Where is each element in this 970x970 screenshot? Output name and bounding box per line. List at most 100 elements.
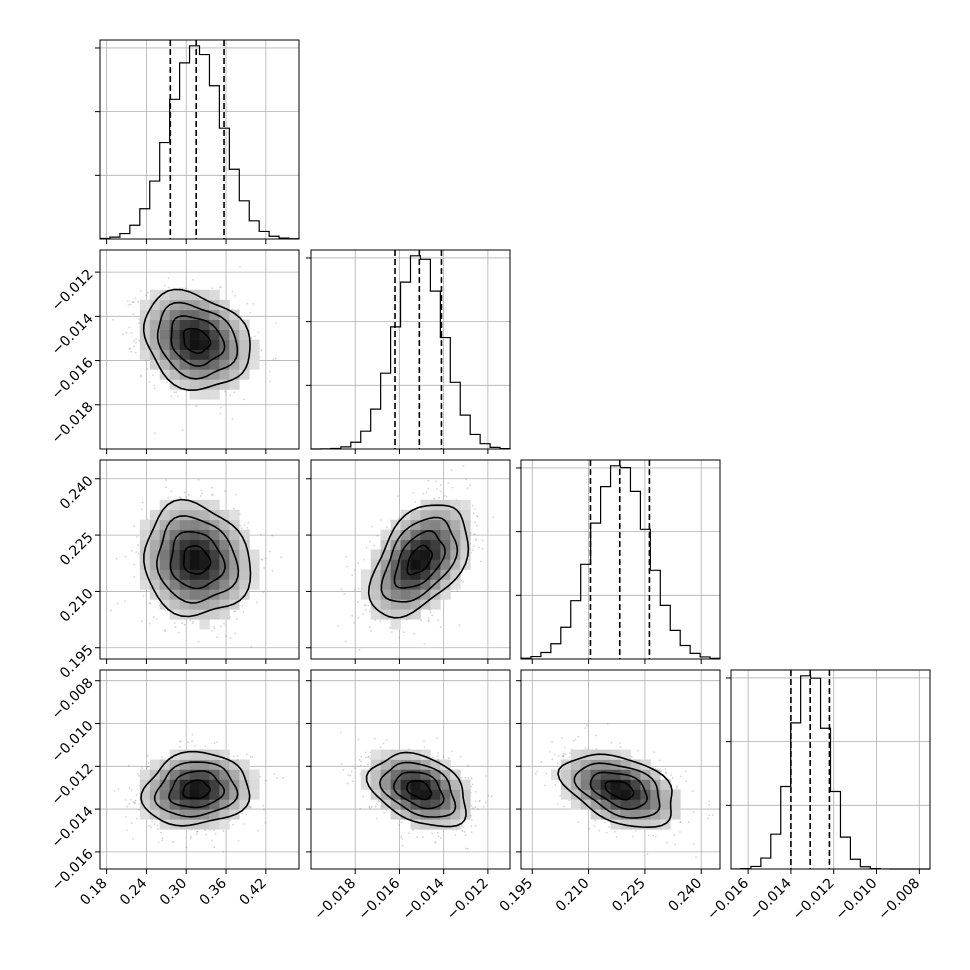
scatter-point [130,789,133,791]
density-cell [219,329,230,340]
scatter-point [263,567,265,569]
density-cell [370,589,381,600]
scatter-point [439,626,442,629]
density-cell [219,609,230,620]
scatter-point [129,303,132,306]
density-cell [219,309,230,320]
scatter-point [212,494,214,496]
scatter-point [481,539,484,542]
scatter-point [233,507,235,510]
scatter-point [224,490,226,492]
scatter-point [271,534,274,537]
density-cell [239,329,250,340]
scatter-point [181,622,183,625]
scatter-point [250,337,253,340]
density-cell [179,809,190,820]
scatter-point [195,405,198,408]
scatter-point [264,557,267,560]
density-cell [199,389,210,400]
scatter-point [362,558,365,561]
density-cell [229,319,240,330]
scatter-point [178,746,181,748]
scatter-point [460,579,463,582]
density-cell [390,589,401,600]
scatter-point [125,816,127,818]
density-cell [199,319,210,330]
scatter-point [214,832,217,835]
scatter-point [240,527,243,530]
density-cell [370,579,381,590]
scatter-point [241,812,243,815]
density-cell [179,819,190,830]
scatter-point [233,610,235,613]
density-cell [179,329,190,340]
scatter-point [212,626,215,628]
scatter-point [191,622,194,625]
density-cell [149,319,161,330]
scatter-point [153,823,156,825]
scatter-point [340,588,343,590]
density-cell [169,349,180,360]
density-cell [209,299,220,311]
scatter-point [398,636,401,639]
scatter-point [364,609,367,612]
density-cell [169,599,180,610]
scatter-point [183,623,186,626]
y-tick-label: −0.014 [49,803,97,851]
density-cell [219,759,230,770]
density-cell [159,339,170,350]
scatter-point [447,482,449,484]
density-cell [159,319,170,330]
scatter-point [458,624,461,627]
scatter-point [185,846,188,849]
density-cell [189,379,200,390]
density-cell [249,339,260,350]
scatter-point [231,417,234,420]
density-cell [139,319,151,330]
density-cell [440,529,451,540]
density-cell [209,359,220,370]
scatter-point [462,580,464,583]
density-cell [249,349,260,360]
density-cell [199,349,210,360]
scatter-point [345,555,348,558]
scatter-point [135,794,138,797]
density-cell [450,579,461,590]
scatter-point [153,384,156,387]
density-cell [189,519,200,530]
density-cell [239,569,250,580]
scatter-point [115,557,118,560]
panel-2-2 [516,459,721,664]
contour-level-3 [156,301,239,380]
density-cell [159,589,170,600]
scatter-point [368,610,371,613]
scatter-point [157,841,160,844]
axes-frame [99,249,300,450]
scatter-point [466,487,469,490]
density-cell [149,539,161,550]
scatter-point [370,630,372,632]
scatter-point [362,613,364,615]
scatter-point [268,370,271,373]
scatter-point [137,544,140,547]
y-tick-label: −0.018 [49,399,97,447]
y-tick-label: 0.210 [57,586,97,626]
scatter-point [450,469,453,472]
scatter-point [223,622,225,625]
density-cell [209,339,220,350]
density-cell [199,619,210,630]
scatter-point [132,837,134,840]
scatter-point [211,629,213,632]
panel-2-1 [306,459,511,664]
scatter-point [124,600,126,603]
y-tick-label: 0.195 [57,642,97,682]
scatter-point [152,374,154,377]
density-cell [199,509,210,521]
scatter-point [152,616,155,619]
scatter-point [146,765,149,768]
density-cell [189,539,200,550]
contour-level-2 [170,315,226,367]
scatter-point [425,491,428,494]
scatter-point [126,829,128,832]
